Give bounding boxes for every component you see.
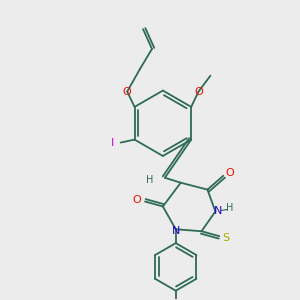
Text: H: H	[146, 175, 154, 185]
Text: O: O	[225, 168, 234, 178]
Text: N: N	[214, 206, 223, 216]
Text: O: O	[194, 86, 203, 97]
Text: N: N	[172, 226, 180, 236]
Text: O: O	[123, 86, 132, 97]
Text: I: I	[111, 138, 114, 148]
Text: S: S	[223, 233, 230, 243]
Text: H: H	[226, 203, 233, 214]
Text: O: O	[133, 194, 142, 205]
